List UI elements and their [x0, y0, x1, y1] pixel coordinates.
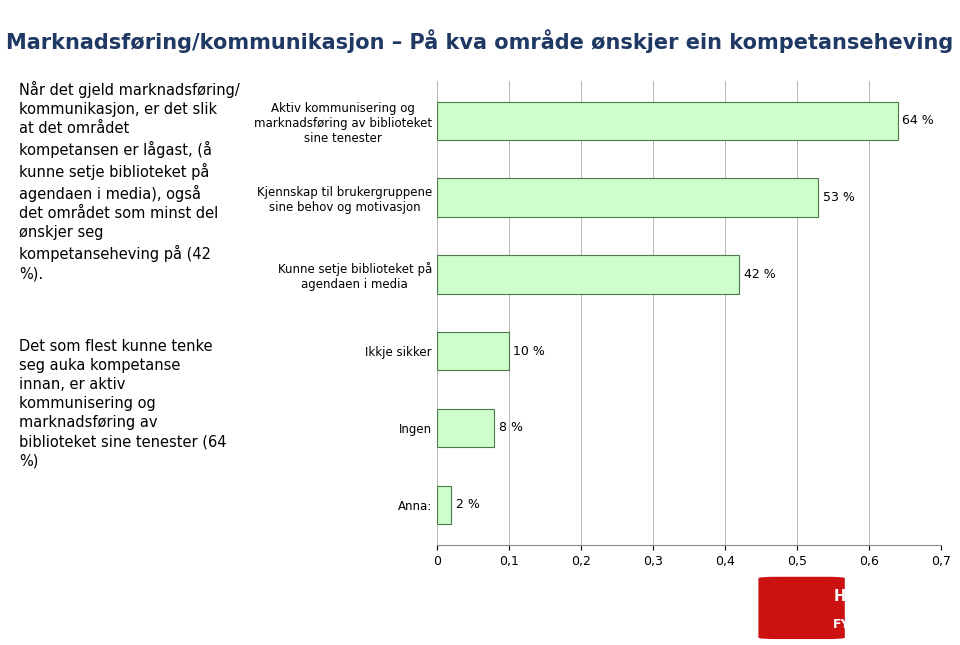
Text: Det som flest kunne tenke
seg auka kompetanse
innan, er aktiv
kommunisering og
m: Det som flest kunne tenke seg auka kompe…	[19, 339, 227, 469]
Text: 8 %: 8 %	[499, 421, 522, 435]
Text: www.hordaland.no: www.hordaland.no	[24, 604, 185, 619]
Text: 2 %: 2 %	[455, 498, 479, 511]
Text: Marknadsføring/kommunikasjon – På kva område ønskjer ein kompetanseheving: Marknadsføring/kommunikasjon – På kva om…	[7, 29, 953, 53]
Bar	[437, 179, 818, 217]
Text: 10 %: 10 %	[513, 344, 545, 358]
Text: Når det gjeld marknadsføring/
kommunikasjon, er det slik
at det området
kompetan: Når det gjeld marknadsføring/ kommunikas…	[19, 81, 240, 281]
Text: HORDALAND: HORDALAND	[833, 590, 938, 604]
Text: 53 %: 53 %	[823, 191, 854, 204]
FancyBboxPatch shape	[758, 577, 845, 639]
Text: 64 %: 64 %	[901, 114, 934, 128]
Text: FYLKESKOMMUNE: FYLKESKOMMUNE	[833, 618, 959, 631]
Bar	[437, 255, 739, 293]
Text: 42 %: 42 %	[743, 268, 776, 281]
Bar	[437, 332, 509, 370]
Bar	[437, 409, 494, 447]
Bar	[437, 486, 451, 524]
Bar	[437, 102, 898, 140]
